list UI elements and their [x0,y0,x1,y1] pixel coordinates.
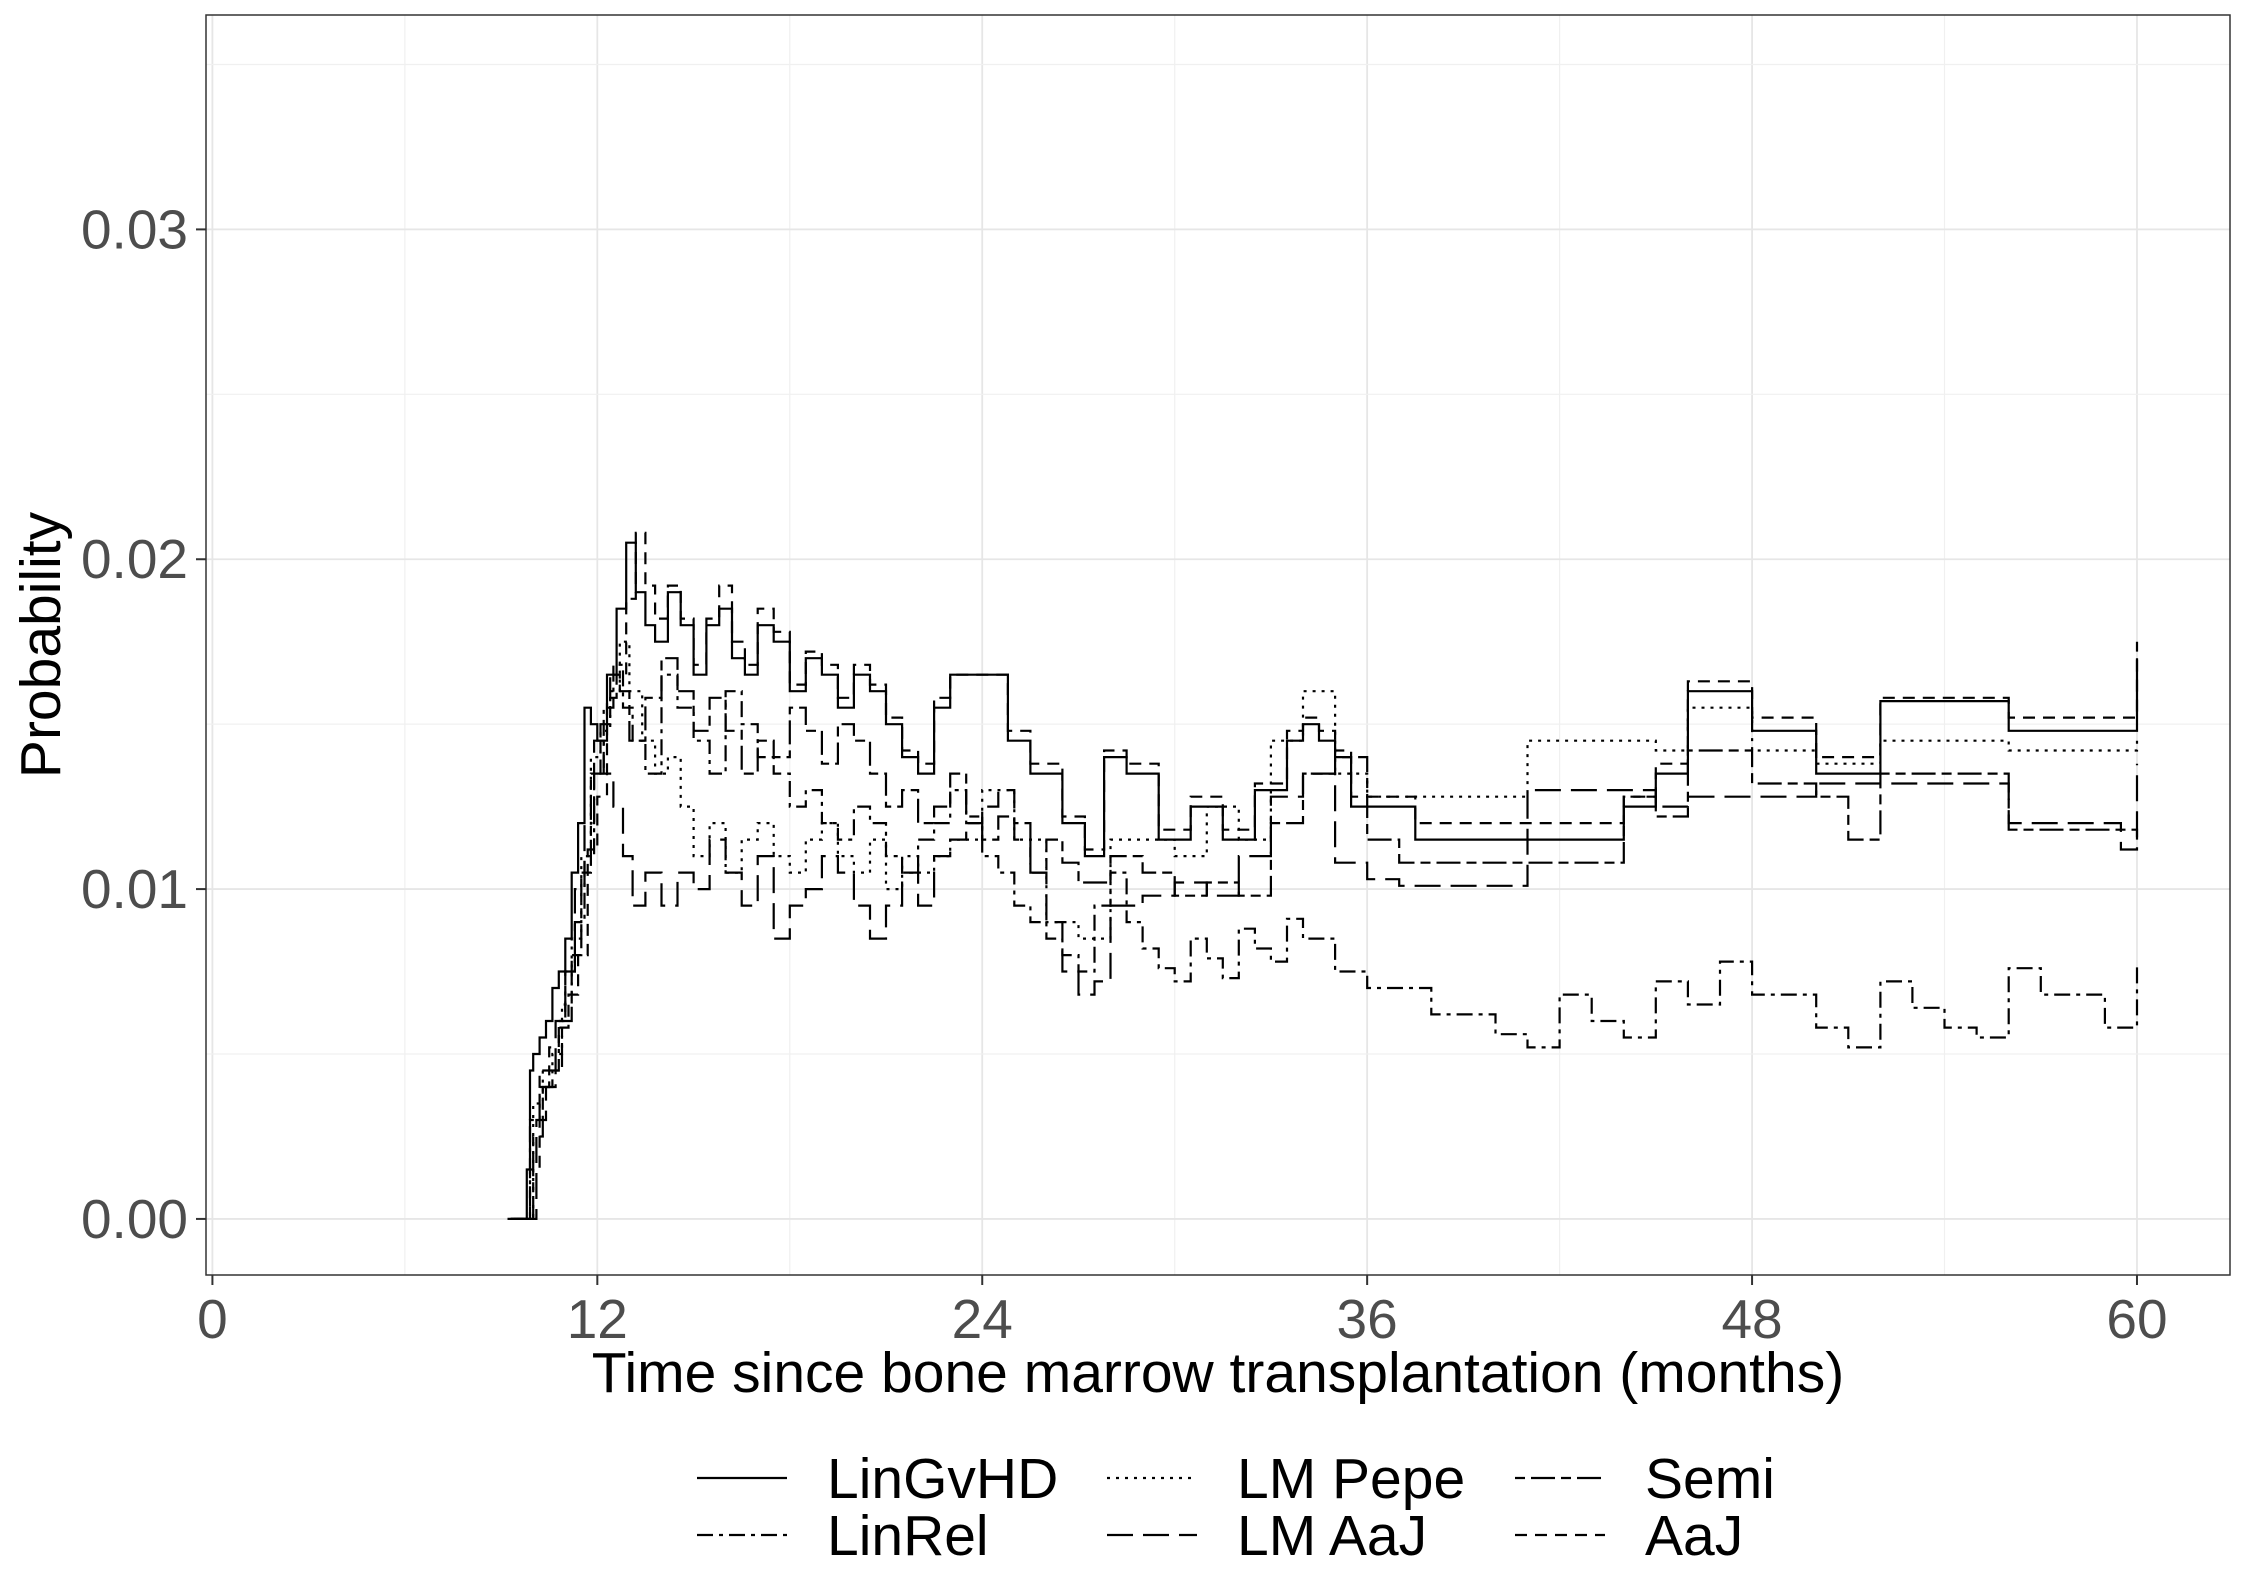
grid-lines [206,15,2230,1275]
plot-background [206,15,2230,1275]
x-axis-title: Time since bone marrow transplantation (… [592,1341,1844,1405]
legend-label: LM Pepe [1237,1447,1465,1511]
y-tick-label: 0.00 [81,1188,188,1250]
y-tick-label: 0.03 [81,198,188,260]
x-tick-label: 36 [1337,1288,1398,1350]
legend-label: Semi [1645,1447,1775,1511]
plot-border [205,14,2231,1276]
series-line-semi [513,657,2139,1220]
series-line-aaj [510,531,2139,1220]
legend-label: LinRel [827,1504,989,1568]
x-tick-label: 24 [952,1288,1013,1350]
series-line-lm-pepe [517,640,2139,1220]
x-tick-label: 12 [567,1288,628,1350]
series-line-linrel [510,663,2139,1220]
legend: LinGvHD LM Pepe Semi LinRel LM AaJ AaJ [697,1447,1775,1568]
x-tick-label: 60 [2106,1288,2167,1350]
legend-label: AaJ [1645,1504,1743,1568]
y-tick-label: 0.02 [81,528,188,590]
y-tick-label: 0.01 [81,858,188,920]
axes: 0 12 24 36 48 60 0.00 0.01 0.02 0.03 [81,198,2168,1350]
x-tick-label: 48 [1721,1288,1782,1350]
x-tick-label: 0 [197,1288,228,1350]
legend-label: LM AaJ [1237,1504,1427,1568]
y-axis-title: Probability [9,511,73,778]
legend-label: LinGvHD [827,1447,1058,1511]
series-lines [507,531,2139,1220]
